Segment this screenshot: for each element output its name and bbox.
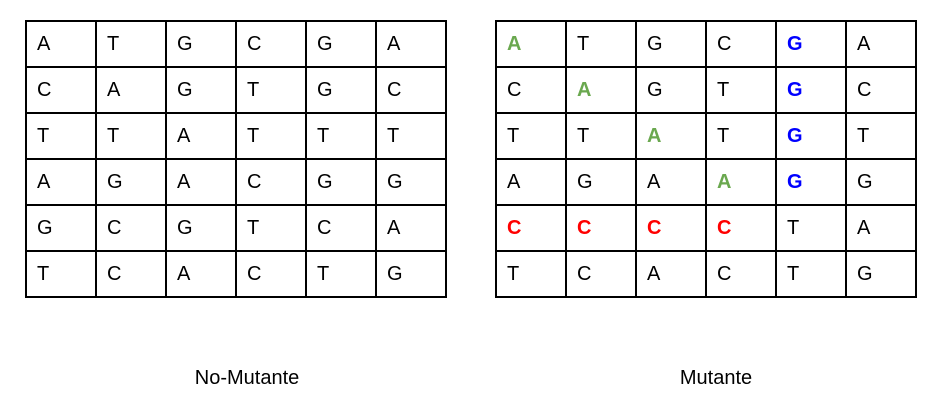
base-cell: A: [635, 158, 707, 206]
base-cell: C: [305, 204, 377, 252]
base-cell: A: [375, 204, 447, 252]
base-cell: G: [165, 66, 237, 114]
base-cell: T: [235, 112, 307, 160]
base-cell: G: [165, 204, 237, 252]
base-cell: T: [565, 112, 637, 160]
base-cell: G: [305, 66, 377, 114]
base-cell: C: [235, 158, 307, 206]
base-cell: A: [495, 158, 567, 206]
mutant-caption: Mutante: [679, 367, 753, 389]
base-cell: C: [495, 66, 567, 114]
base-cell: C: [565, 250, 637, 298]
base-cell: T: [495, 112, 567, 160]
base-cell: G: [845, 158, 917, 206]
base-cell: T: [25, 112, 97, 160]
base-cell: G: [845, 250, 917, 298]
highlighted-base-cell: G: [775, 158, 847, 206]
base-cell: T: [95, 112, 167, 160]
base-cell: A: [165, 250, 237, 298]
base-cell: C: [375, 66, 447, 114]
non-mutant-caption: No-Mutante: [194, 367, 300, 389]
base-cell: A: [95, 66, 167, 114]
base-cell: G: [565, 158, 637, 206]
highlighted-base-cell: G: [775, 20, 847, 68]
highlighted-base-cell: A: [565, 66, 637, 114]
base-cell: A: [165, 158, 237, 206]
base-cell: G: [305, 20, 377, 68]
base-cell: T: [25, 250, 97, 298]
base-cell: C: [845, 66, 917, 114]
base-cell: C: [95, 250, 167, 298]
highlighted-base-cell: G: [775, 66, 847, 114]
base-cell: T: [305, 250, 377, 298]
base-cell: T: [845, 112, 917, 160]
base-cell: G: [305, 158, 377, 206]
base-cell: G: [165, 20, 237, 68]
base-cell: C: [705, 250, 777, 298]
base-cell: T: [235, 66, 307, 114]
highlighted-base-cell: C: [565, 204, 637, 252]
base-cell: A: [845, 204, 917, 252]
base-cell: C: [95, 204, 167, 252]
highlighted-base-cell: A: [705, 158, 777, 206]
base-cell: T: [375, 112, 447, 160]
base-cell: C: [235, 250, 307, 298]
base-cell: C: [25, 66, 97, 114]
base-cell: T: [305, 112, 377, 160]
highlighted-base-cell: A: [635, 112, 707, 160]
base-cell: G: [635, 20, 707, 68]
highlighted-base-cell: C: [705, 204, 777, 252]
base-cell: A: [375, 20, 447, 68]
base-cell: G: [25, 204, 97, 252]
base-cell: C: [705, 20, 777, 68]
base-cell: T: [705, 112, 777, 160]
base-cell: G: [635, 66, 707, 114]
base-cell: G: [95, 158, 167, 206]
base-cell: T: [775, 204, 847, 252]
base-cell: G: [375, 158, 447, 206]
highlighted-base-cell: C: [495, 204, 567, 252]
base-cell: T: [565, 20, 637, 68]
base-cell: T: [235, 204, 307, 252]
base-cell: A: [25, 20, 97, 68]
base-cell: A: [165, 112, 237, 160]
highlighted-base-cell: A: [495, 20, 567, 68]
base-cell: A: [845, 20, 917, 68]
base-cell: T: [495, 250, 567, 298]
base-cell: G: [375, 250, 447, 298]
base-cell: T: [705, 66, 777, 114]
highlighted-base-cell: G: [775, 112, 847, 160]
base-cell: A: [25, 158, 97, 206]
highlighted-base-cell: C: [635, 204, 707, 252]
base-cell: T: [95, 20, 167, 68]
base-cell: T: [775, 250, 847, 298]
base-cell: A: [635, 250, 707, 298]
base-cell: C: [235, 20, 307, 68]
